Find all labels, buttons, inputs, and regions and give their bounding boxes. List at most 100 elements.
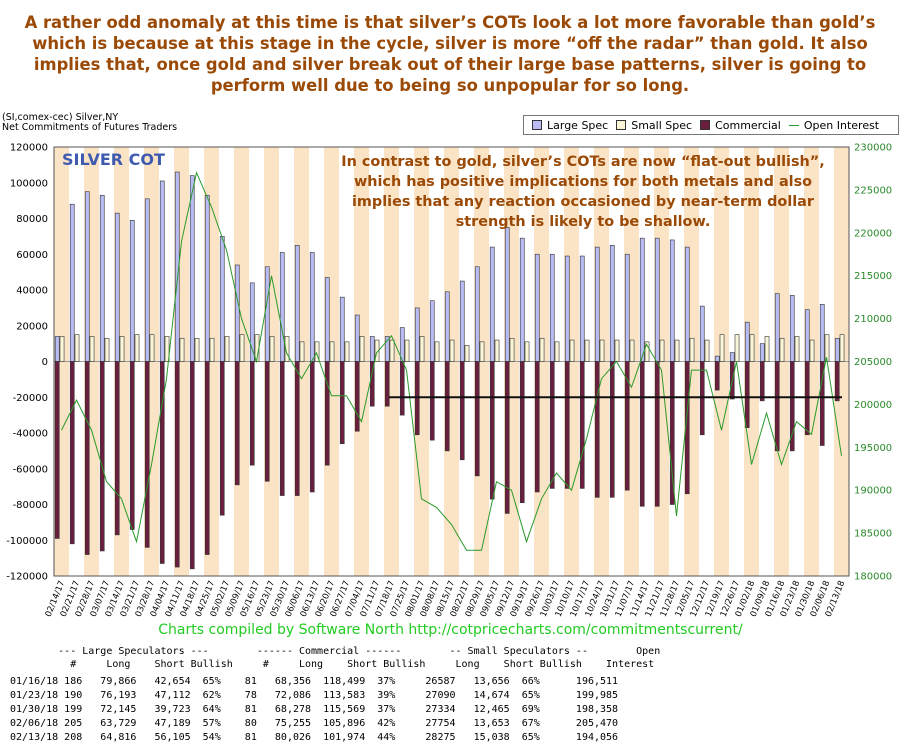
bar-small-spec: [449, 339, 455, 362]
bar-large-spec: [834, 337, 840, 362]
legend-swatch-commercial: [700, 120, 711, 130]
y-tick-right: 180000: [854, 572, 892, 583]
y-tick-left: 80000: [16, 214, 48, 225]
y-tick-right: 215000: [854, 271, 892, 282]
bar-commercial: [144, 361, 150, 548]
bar-commercial: [159, 361, 165, 564]
bar-small-spec: [719, 334, 725, 362]
bar-small-spec: [479, 341, 485, 362]
bar-large-spec: [69, 203, 75, 362]
bar-small-spec: [809, 339, 815, 362]
bar-large-spec: [339, 296, 345, 362]
legend-large-spec: Large Spec: [532, 119, 608, 132]
bar-small-spec: [209, 337, 215, 362]
bar-small-spec: [839, 334, 845, 362]
legend-label: Commercial: [715, 118, 781, 132]
bar-small-spec: [794, 336, 800, 362]
bar-large-spec: [429, 300, 435, 362]
bar-small-spec: [179, 337, 185, 362]
bar-commercial: [219, 361, 225, 516]
bar-commercial: [759, 361, 765, 402]
bar-commercial: [594, 361, 600, 498]
bar-large-spec: [204, 194, 210, 362]
bar-small-spec: [524, 341, 530, 362]
bar-commercial: [294, 361, 300, 496]
headline-line: A rather odd anomaly at this time is tha…: [24, 13, 876, 32]
bar-small-spec: [359, 336, 365, 362]
bar-commercial: [669, 361, 675, 505]
y-tick-left: -80000: [13, 500, 48, 511]
bar-small-spec: [239, 334, 245, 362]
bar-large-spec: [639, 237, 645, 362]
bar-small-spec: [299, 341, 305, 362]
y-tick-right: 195000: [854, 443, 892, 454]
y-tick-left: 120000: [10, 143, 48, 154]
bar-commercial: [324, 361, 330, 466]
bar-small-spec: [629, 339, 635, 362]
bar-commercial: [459, 361, 465, 461]
bar-commercial: [624, 361, 630, 491]
cot-chart: 120000100000800006000040000200000-20000-…: [6, 143, 892, 619]
y-tick-right: 185000: [854, 529, 892, 540]
bar-small-spec: [419, 336, 425, 362]
legend-label: Open Interest: [803, 118, 880, 132]
bar-large-spec: [369, 336, 375, 362]
open-interest-line: [61, 171, 842, 551]
bar-small-spec: [89, 336, 95, 362]
bar-small-spec: [644, 341, 650, 362]
bar-small-spec: [659, 339, 665, 362]
bar-small-spec: [539, 337, 545, 362]
bar-small-spec: [584, 339, 590, 362]
bar-large-spec: [324, 277, 330, 362]
legend-small-spec: Small Spec: [616, 119, 692, 132]
bar-commercial: [819, 361, 825, 446]
bar-large-spec: [504, 227, 510, 362]
bar-small-spec: [404, 339, 410, 362]
bar-commercial: [399, 361, 405, 416]
bar-small-spec: [149, 334, 155, 362]
y-tick-left: 100000: [10, 178, 48, 189]
commentary-line: implies that any reaction occasioned by …: [352, 194, 815, 210]
legend-line-oi: [788, 124, 799, 126]
bar-commercial: [99, 361, 105, 552]
bar-small-spec: [344, 341, 350, 362]
bar-commercial: [204, 361, 210, 555]
y-tick-left: -120000: [6, 572, 48, 583]
y-tick-left: 20000: [16, 321, 48, 332]
bar-large-spec: [579, 255, 585, 362]
table-row: 02/13/18 208 64,816 56,105 54% 81 80,026…: [10, 732, 619, 743]
bar-commercial: [129, 361, 135, 530]
chart-credit: Charts compiled by Software North http:/…: [158, 622, 743, 638]
bar-small-spec: [389, 339, 395, 362]
bar-large-spec: [354, 314, 360, 362]
table-row: 02/06/18 205 63,729 47,189 57% 80 75,255…: [10, 718, 619, 729]
bar-commercial: [84, 361, 90, 555]
bar-small-spec: [689, 337, 695, 362]
bar-commercial: [354, 361, 360, 432]
y-tick-left: -100000: [6, 536, 48, 547]
chart-legend: Large Spec Small Spec Commercial Open In…: [523, 115, 899, 135]
bar-large-spec: [84, 191, 90, 362]
y-tick-left: -20000: [13, 393, 48, 404]
chart-subtitle: Net Commitments of Futures Traders: [2, 122, 178, 133]
headline-commentary: A rather odd anomaly at this time is tha…: [20, 12, 880, 96]
bar-small-spec: [599, 339, 605, 362]
bar-commercial: [429, 361, 435, 441]
bar-large-spec: [144, 198, 150, 362]
bar-large-spec: [309, 252, 315, 362]
bar-large-spec: [444, 291, 450, 362]
legend-open-interest: Open Interest: [788, 118, 880, 132]
bar-commercial: [264, 361, 270, 482]
bar-large-spec: [744, 321, 750, 362]
bar-small-spec: [749, 334, 755, 362]
bar-commercial: [564, 361, 570, 489]
bar-large-spec: [234, 264, 240, 362]
bar-large-spec: [129, 219, 135, 362]
commentary-line: which has positive implications for both…: [354, 174, 812, 190]
y-tick-left: 60000: [16, 250, 48, 261]
bar-large-spec: [594, 246, 600, 362]
bar-commercial: [789, 361, 795, 452]
commentary-line: strength is likely to be shallow.: [456, 214, 711, 230]
bar-commercial: [189, 361, 195, 570]
bar-commercial: [474, 361, 480, 477]
